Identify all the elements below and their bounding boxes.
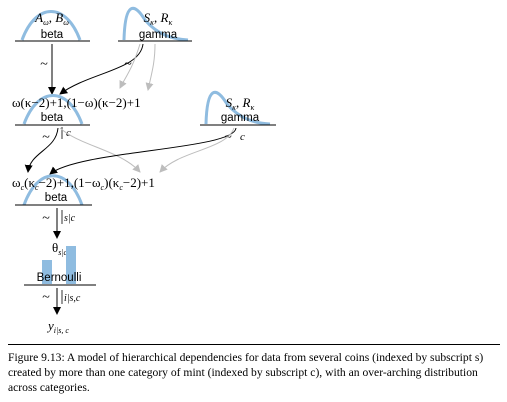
top-beta-node: Aω, Bω beta <box>15 10 90 41</box>
top-gamma-label: gamma <box>139 29 178 41</box>
kappa-gamma-node: Sκ, Rκ gamma <box>200 92 276 125</box>
figure-caption: Figure 9.13: A model of hierarchical dep… <box>8 350 500 395</box>
omega-c-beta-expression: ωc(κc−2)+1,(1−ωc)(κc−2)+1 <box>12 175 155 192</box>
top-beta-params: Aω, Bω <box>34 10 69 27</box>
omega-c-beta-label: beta <box>45 192 68 204</box>
tilde-omega-beta: ~ <box>42 130 50 145</box>
tilde-bernoulli: ~ <box>42 290 50 305</box>
tilde-omega-c-beta: ~ <box>42 211 50 226</box>
arrow-omega-to-omega-c-light <box>60 128 140 172</box>
omega-beta-expression: ω(κ−2)+1,(1−ω)(κ−2)+1 <box>12 95 141 110</box>
edge-label-theta-to-y: i|s,c <box>64 293 81 304</box>
tilde-kappa-gamma: ~ <box>224 130 232 145</box>
arrow-kappa-to-omega-c-light <box>160 128 234 172</box>
omega-beta-label: beta <box>41 112 64 124</box>
caption-rule <box>8 344 500 345</box>
theta-bernoulli-node: θs|c Bernoulli <box>24 240 96 285</box>
kappa-gamma-params: Sκ, Rκ <box>226 95 255 112</box>
arrow-top-gamma-to-kappa <box>148 44 155 90</box>
omega-c-beta-node: ωc(κc−2)+1,(1−ωc)(κc−2)+1 beta <box>12 175 155 205</box>
omega-beta-node: ω(κ−2)+1,(1−ω)(κ−2)+1 beta <box>12 95 141 125</box>
theta-symbol: θs|c <box>52 240 68 257</box>
kappa-gamma-label: gamma <box>221 112 260 124</box>
edge-label-kappa-to-omega-c: c <box>240 131 245 143</box>
tilde-top-beta: ~ <box>40 57 48 72</box>
hierarchical-model-diagram: Aω, Bω beta Sκ, Rκ gamma ~ ~ ω(κ−2)+1,(1… <box>0 0 507 345</box>
top-gamma-node: Sκ, Rκ gamma <box>118 8 192 41</box>
arrow-kappa-to-omega-c <box>50 128 236 174</box>
top-gamma-params: Sκ, Rκ <box>144 10 173 27</box>
edge-label-omega-c-to-theta: s|c <box>64 213 76 224</box>
bernoulli-label: Bernoulli <box>37 272 82 284</box>
y-variable: yi|s, c <box>46 318 69 335</box>
top-beta-label: beta <box>41 29 64 41</box>
